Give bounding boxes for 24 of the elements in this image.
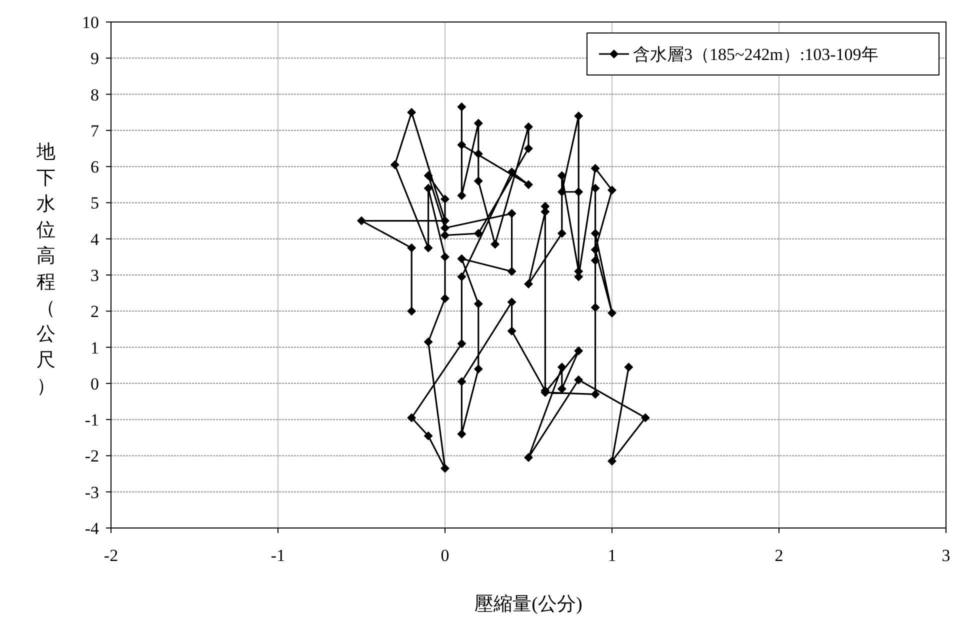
y-tick-label: 5: [90, 194, 99, 213]
y-tick-label: 3: [90, 266, 99, 285]
x-tick-label: -2: [104, 546, 118, 565]
y-tick-label: 6: [90, 158, 99, 177]
x-tick-label: 0: [440, 546, 450, 565]
legend-label: 含水層3（185~242m）:103-109年: [633, 45, 878, 64]
text: 地下水位高程（公尺）: [36, 142, 56, 397]
y-tick-label: -4: [84, 519, 100, 538]
y-tick-label: -1: [84, 410, 99, 430]
x-tick-label: 2: [774, 546, 784, 565]
y-tick-label: 7: [90, 121, 100, 140]
y-tick-label: 0: [90, 374, 99, 394]
y-tick-label: 2: [90, 302, 99, 322]
y-tick-label: 8: [90, 85, 99, 104]
y-tick-label: 9: [90, 49, 99, 68]
x-tick-label: 3: [942, 546, 950, 565]
y-tick-label: 1: [90, 338, 99, 358]
y-tick-label: 10: [82, 13, 99, 32]
y-tick-label: -3: [84, 482, 99, 502]
y-tick-label: -2: [84, 446, 99, 466]
x-axis-title: 壓縮量(公分): [474, 594, 582, 615]
y-tick-label: 4: [90, 230, 100, 249]
x-tick-label: -1: [270, 546, 286, 565]
x-tick-label: 1: [608, 546, 616, 565]
